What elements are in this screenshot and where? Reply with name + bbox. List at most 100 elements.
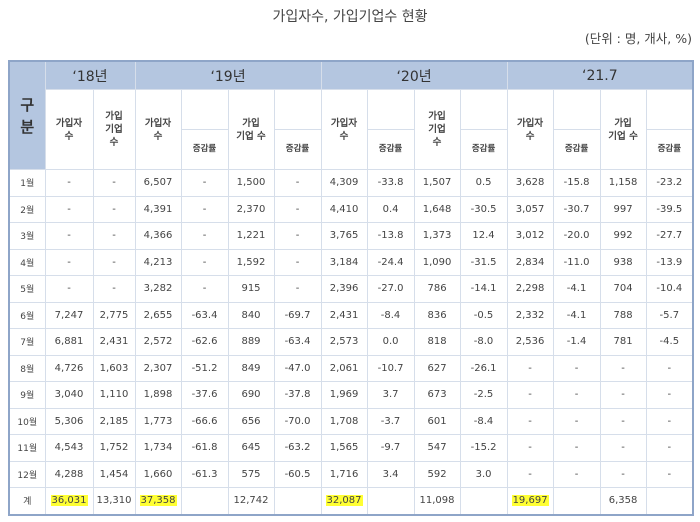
table-cell: -: [645, 354, 694, 382]
month-label: 3월: [8, 222, 46, 250]
table-cell: -62.6: [180, 328, 229, 356]
table-cell: -: [92, 169, 136, 197]
table-cell: -: [506, 434, 554, 462]
table-cell: 915: [227, 275, 275, 303]
table-cell: -60.5: [273, 460, 322, 488]
table-cell: 1,373: [413, 222, 461, 250]
table-cell: 849: [227, 354, 275, 382]
table-cell: -: [44, 275, 94, 303]
companies-header-2021: 가입 기업 수: [599, 89, 647, 170]
month-label: 12월: [8, 460, 46, 488]
table-cell: 704: [599, 275, 647, 303]
table-cell: -4.1: [552, 301, 601, 329]
table-cell: -30.5: [459, 195, 508, 223]
table-cell: -: [506, 381, 554, 409]
table-cell: -47.0: [273, 354, 322, 382]
table-cell: 1,565: [320, 434, 368, 462]
total-cell: [645, 487, 694, 515]
month-label: 2월: [8, 195, 46, 223]
table-cell: 1,454: [92, 460, 136, 488]
table-cell: -: [506, 354, 554, 382]
table-row: 6월 7,247 2,775 2,655 -63.4 840 -69.7 2,431 -8.4 8…: [8, 301, 694, 329]
year-header-2018: ‘18년: [44, 60, 136, 90]
table-row: 3월 - -4,366-1,221-3,765 -13.8 1,373 12.4 3,012…: [8, 222, 694, 250]
table-cell: -: [180, 195, 229, 223]
table-cell: 992: [599, 222, 647, 250]
total-label: 계: [8, 487, 46, 515]
table-cell: 1,898: [134, 381, 182, 409]
table-cell: -30.7: [552, 195, 601, 223]
rate-header: 증감률: [459, 129, 508, 170]
table-cell: -: [180, 222, 229, 250]
table-cell: -: [273, 195, 322, 223]
table-cell: -: [599, 354, 647, 382]
table-cell: 4,309: [320, 169, 368, 197]
table-cell: 4,726: [44, 354, 94, 382]
table-cell: -31.5: [459, 248, 508, 276]
table-cell: -39.5: [645, 195, 694, 223]
table-cell: -: [599, 434, 647, 462]
total-cell: [552, 487, 601, 515]
table-cell: 997: [599, 195, 647, 223]
table-cell: -4.5: [645, 328, 694, 356]
table-cell: -61.3: [180, 460, 229, 488]
members-header-2021: 가입자 수: [506, 89, 554, 170]
table-cell: 3,765: [320, 222, 368, 250]
month-label: 10월: [8, 407, 46, 435]
table-cell: -: [552, 407, 601, 435]
table-cell: 818: [413, 328, 461, 356]
table-cell: -14.1: [459, 275, 508, 303]
table-cell: -63.4: [273, 328, 322, 356]
table-cell: -27.0: [366, 275, 415, 303]
table-cell: -4.1: [552, 275, 601, 303]
table-cell: 1,969: [320, 381, 368, 409]
table-cell: -: [506, 460, 554, 488]
table-cell: 2,431: [92, 328, 136, 356]
members-header-2019: 가입자 수: [134, 89, 182, 170]
table-cell: 1,158: [599, 169, 647, 197]
total-cell: [366, 487, 415, 515]
table-cell: 673: [413, 381, 461, 409]
table-cell: 1,500: [227, 169, 275, 197]
table-cell: 3,184: [320, 248, 368, 276]
table-cell: 3,282: [134, 275, 182, 303]
table-cell: 4,391: [134, 195, 182, 223]
gubun-header: 구 분: [8, 60, 46, 170]
table-cell: -3.7: [366, 407, 415, 435]
table-cell: -13.8: [366, 222, 415, 250]
table-cell: -: [273, 169, 322, 197]
table-cell: 627: [413, 354, 461, 382]
table-cell: 1,773: [134, 407, 182, 435]
highlighted-total: 19,697: [511, 495, 549, 507]
table-row: 11월 4,543 1,752 1,734 -61.8 645 -63.2 1,565 -9.7…: [8, 434, 694, 462]
table-row: 12월 4,288 1,454 1,660 -61.3 575 -60.5 1,716 3.4 5…: [8, 460, 694, 488]
table-cell: -2.5: [459, 381, 508, 409]
table-cell: -69.7: [273, 301, 322, 329]
table-cell: 3.0: [459, 460, 508, 488]
companies-header-2019: 가입 기업 수: [227, 89, 275, 170]
total-cell: [180, 487, 229, 515]
year-header-2019: ‘19년: [134, 60, 322, 90]
table-cell: -: [599, 407, 647, 435]
total-cell: 6,358: [599, 487, 647, 515]
month-label: 11월: [8, 434, 46, 462]
table-cell: 2,332: [506, 301, 554, 329]
table-cell: -: [44, 195, 94, 223]
total-cell: 19,697: [506, 487, 554, 515]
table-cell: 6,507: [134, 169, 182, 197]
month-label: 8월: [8, 354, 46, 382]
month-label: 4월: [8, 248, 46, 276]
table-cell: -: [92, 275, 136, 303]
table-cell: 938: [599, 248, 647, 276]
table-cell: 1,716: [320, 460, 368, 488]
table-cell: -10.4: [645, 275, 694, 303]
table-cell: -: [645, 407, 694, 435]
table-cell: 2,573: [320, 328, 368, 356]
rate-header: 증감률: [645, 129, 694, 170]
table-cell: -10.7: [366, 354, 415, 382]
total-cell: 36,031: [44, 487, 94, 515]
blank-cell: [645, 89, 694, 130]
table-cell: -: [180, 248, 229, 276]
total-cell: 13,310: [92, 487, 136, 515]
table-cell: 0.5: [459, 169, 508, 197]
